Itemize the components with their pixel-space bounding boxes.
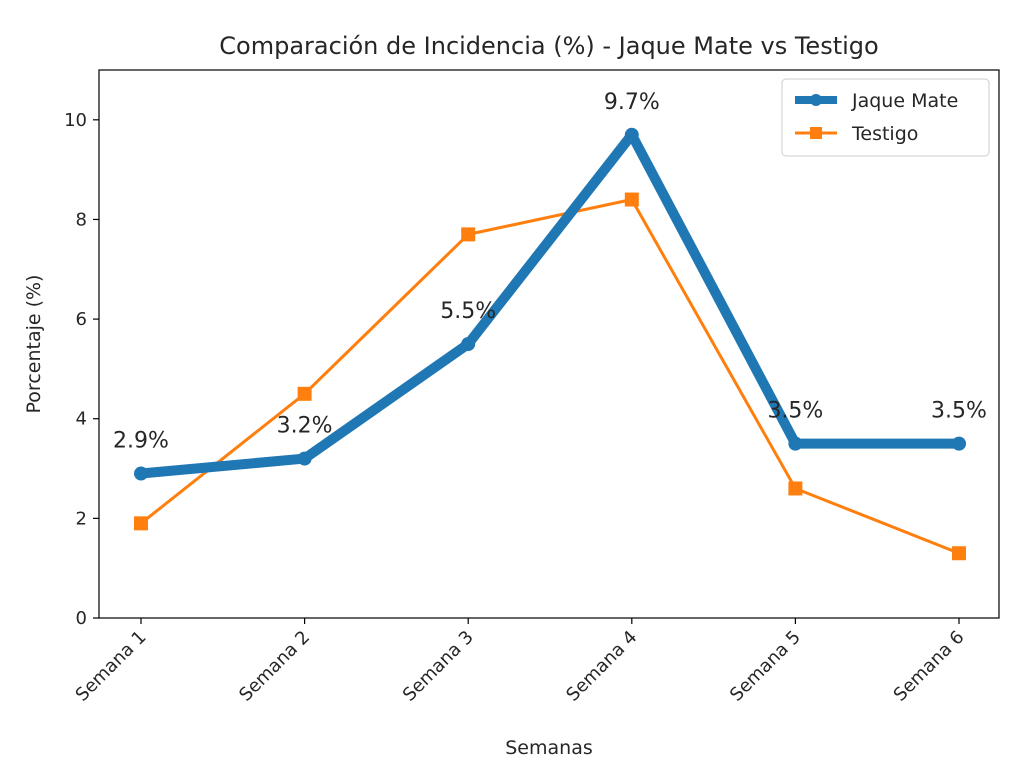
y-tick-label: 8 xyxy=(76,209,87,230)
legend-entries: Jaque Mate Testigo xyxy=(795,90,958,145)
y-axis-ticks: 0 2 4 6 8 10 xyxy=(64,110,99,629)
data-label: 5.5% xyxy=(440,299,496,324)
series-line xyxy=(139,198,961,555)
data-point xyxy=(624,192,639,207)
y-tick-label: 6 xyxy=(76,309,87,330)
data-label: 3.5% xyxy=(931,399,987,424)
series-layer xyxy=(134,127,966,561)
y-tick-label: 4 xyxy=(76,409,87,430)
series-line xyxy=(136,129,964,479)
data-label: 3.2% xyxy=(277,414,333,439)
legend-label: Testigo xyxy=(851,123,918,145)
data-point xyxy=(461,227,476,242)
y-tick-label: 0 xyxy=(76,608,87,629)
data-point xyxy=(134,466,148,481)
plot-frame xyxy=(98,69,1000,619)
legend: Jaque Mate Testigo xyxy=(781,78,990,157)
legend-entry: Testigo xyxy=(795,123,918,145)
y-axis-label: Porcentaje (%) xyxy=(23,275,45,414)
data-label: 3.5% xyxy=(767,399,823,424)
series-testigo xyxy=(134,192,966,561)
data-point xyxy=(297,451,312,466)
data-point xyxy=(952,546,966,561)
legend-marker xyxy=(810,94,822,106)
data-point xyxy=(134,516,148,531)
legend-marker xyxy=(810,127,822,139)
y-tick-label: 10 xyxy=(64,110,87,131)
x-axis-label: Semanas xyxy=(505,737,593,759)
data-point xyxy=(297,386,312,401)
series-jaque-mate xyxy=(134,127,966,481)
data-point xyxy=(461,337,476,351)
y-tick-label: 2 xyxy=(76,508,87,529)
data-point xyxy=(788,436,803,451)
data-label-layer: 2.9% 3.2% 5.5% 9.7% 3.5% 3.5% xyxy=(113,90,987,454)
data-point xyxy=(788,481,803,496)
data-label: 2.9% xyxy=(113,429,169,454)
chart-title: Comparación de Incidencia (%) - Jaque Ma… xyxy=(219,32,878,60)
legend-label: Jaque Mate xyxy=(851,90,958,112)
data-point xyxy=(624,127,639,142)
legend-entry: Jaque Mate xyxy=(795,90,958,112)
data-label: 9.7% xyxy=(604,90,660,115)
data-point xyxy=(952,436,966,451)
